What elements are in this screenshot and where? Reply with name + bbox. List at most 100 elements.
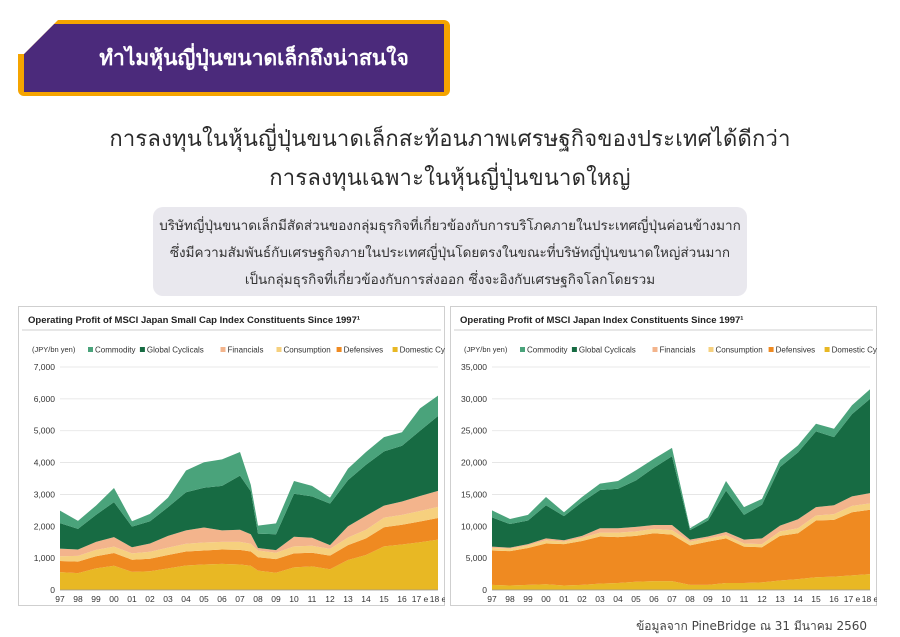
chart0-xtick-label: 15: [379, 594, 389, 604]
banner-title: ทำไมหุ้นญี่ปุ่นขนาดเล็กถึงน่าสนใจ: [99, 45, 409, 70]
chart1-legend-financials: Financials: [660, 346, 696, 355]
chart0-xtick-label: 08: [253, 594, 263, 604]
chart1-xtick-label: 08: [685, 594, 695, 604]
chart1-area-financials: [492, 493, 870, 549]
chart0-xtick-label: 97: [55, 594, 65, 604]
chart1-xtick-label: 97: [487, 594, 497, 604]
chart0-ytick-label: 5,000: [34, 426, 56, 436]
chart0-xtick-label: 04: [181, 594, 191, 604]
large-cap-chart-panel: Operating Profit of MSCI Japan Index Con…: [450, 306, 877, 606]
headline-line-1: การลงทุนในหุ้นญี่ปุ่นขนาดเล็กสะท้อนภาพเศ…: [109, 127, 791, 152]
chart0-area-commodity: [60, 395, 438, 535]
chart0-xtick-label: 10: [289, 594, 299, 604]
chart0-xtick-label: 13: [343, 594, 353, 604]
chart1-legend-consumption: Consumption: [716, 346, 763, 355]
chart0-xtick-label: 16: [397, 594, 407, 604]
chart1-area-defensives: [492, 509, 870, 586]
section-banner: ทำไมหุ้นญี่ปุ่นขนาดเล็กถึงน่าสนใจ: [18, 20, 450, 96]
chart1-area-domestic-cyclicals: [492, 574, 870, 590]
chart0-title: Operating Profit of MSCI Japan Small Cap…: [28, 315, 360, 326]
chart0-xtick-label: 00: [109, 594, 119, 604]
chart1-area-global-cyclicals: [492, 398, 870, 548]
chart0-xtick-label: 12: [325, 594, 335, 604]
chart1-ytick-label: 15,000: [461, 489, 487, 499]
chart0-ytick-label: 1,000: [34, 553, 56, 563]
chart1-xtick-label: 98: [505, 594, 515, 604]
chart1-xtick-label: 09: [703, 594, 713, 604]
chart1-xtick-label: 04: [613, 594, 623, 604]
chart0-xtick-label: 11: [308, 594, 317, 604]
headline-line-2: การลงทุนเฉพาะในหุ้นญี่ปุ่นขนาดใหญ่: [269, 166, 631, 191]
chart0-ytick-label: 0: [50, 585, 55, 595]
chart1-legend-swatch-domestic-cyclicals: [824, 347, 830, 352]
chart1-xtick-label: 18 e: [862, 594, 877, 604]
chart0-legend-global-cyclicals: Global Cyclicals: [147, 346, 204, 355]
chart0-legend-consumption: Consumption: [284, 346, 331, 355]
chart0-ytick-label: 3,000: [34, 489, 56, 499]
banner-shape: [18, 20, 450, 96]
chart1-xtick-label: 11: [740, 594, 749, 604]
source-note: ข้อมูลจาก PineBridge ณ 31 มีนาคม 2560: [636, 619, 867, 633]
chart1-xtick-label: 10: [721, 594, 731, 604]
chart1-xtick-label: 99: [523, 594, 533, 604]
description-line-3: เป็นกลุ่มธุรกิจที่เกี่ยวข้องกับการส่งออก…: [244, 272, 656, 288]
chart0-unit-label: (JPY/bn yen): [32, 345, 76, 354]
chart0-legend-defensives: Defensives: [344, 346, 384, 355]
chart1-legend-domestic-cyclicals: Domestic Cyclicals: [832, 346, 877, 355]
small-cap-chart-panel: Operating Profit of MSCI Japan Small Cap…: [18, 306, 445, 606]
chart0-xtick-label: 05: [199, 594, 209, 604]
chart0-xtick-label: 99: [91, 594, 101, 604]
chart0-xtick-label: 18 e: [430, 594, 445, 604]
chart1-ytick-label: 25,000: [461, 426, 487, 436]
chart0-xtick-label: 02: [145, 594, 155, 604]
chart1-ytick-label: 30,000: [461, 394, 487, 404]
chart0-xtick-label: 01: [127, 594, 137, 604]
chart1-ytick-label: 0: [482, 585, 487, 595]
chart0-ytick-label: 4,000: [34, 458, 56, 468]
chart1-xtick-label: 07: [667, 594, 677, 604]
chart1-xtick-label: 02: [577, 594, 587, 604]
chart0-legend-swatch-consumption: [276, 347, 282, 352]
chart1-area-commodity: [492, 389, 870, 531]
chart0-xtick-label: 09: [271, 594, 281, 604]
chart1-xtick-label: 14: [793, 594, 803, 604]
chart1-ytick-label: 35,000: [461, 362, 487, 372]
chart1-ytick-label: 20,000: [461, 458, 487, 468]
chart0-xtick-label: 06: [217, 594, 227, 604]
chart1-xtick-label: 16: [829, 594, 839, 604]
chart0-xtick-label: 03: [163, 594, 173, 604]
chart0-xtick-label: 17 e: [412, 594, 429, 604]
chart1-legend-swatch-financials: [652, 347, 658, 352]
chart0-legend-financials: Financials: [228, 346, 264, 355]
chart0-ytick-label: 7,000: [34, 362, 56, 372]
chart1-legend-global-cyclicals: Global Cyclicals: [579, 346, 636, 355]
chart0-area-defensives: [60, 518, 438, 574]
chart1-legend-commodity: Commodity: [527, 346, 567, 355]
description-box: บริษัทญี่ปุ่นขนาดเล็กมีสัดส่วนของกลุ่มธุ…: [153, 207, 747, 296]
chart1-xtick-label: 01: [559, 594, 569, 604]
chart1-xtick-label: 17 e: [844, 594, 861, 604]
chart1-xtick-label: 00: [541, 594, 551, 604]
chart0-legend-swatch-commodity: [88, 347, 93, 352]
chart0-xtick-label: 14: [361, 594, 371, 604]
chart0-ytick-label: 2,000: [34, 521, 56, 531]
chart0-legend-commodity: Commodity: [95, 346, 135, 355]
chart0-area-consumption: [60, 506, 438, 562]
chart0-ytick-label: 6,000: [34, 394, 56, 404]
chart1-area-consumption: [492, 503, 870, 552]
chart1-xtick-label: 12: [757, 594, 767, 604]
chart1-xtick-label: 13: [775, 594, 785, 604]
chart1-unit-label: (JPY/bn yen): [464, 345, 508, 354]
small-cap-chart: Operating Profit of MSCI Japan Small Cap…: [18, 306, 445, 606]
chart0-legend-swatch-global-cyclicals: [139, 347, 145, 352]
chart0-area-financials: [60, 490, 438, 557]
chart0-area-domestic-cyclicals: [60, 539, 438, 590]
description-line-2: ซึ่งมีความสัมพันธ์กับเศรษฐกิจภายในประเทศ…: [169, 245, 731, 261]
chart1-legend-swatch-defensives: [768, 347, 774, 352]
chart0-legend-swatch-defensives: [336, 347, 342, 352]
description-line-1: บริษัทญี่ปุ่นขนาดเล็กมีสัดส่วนของกลุ่มธุ…: [159, 218, 741, 234]
large-cap-chart: Operating Profit of MSCI Japan Index Con…: [450, 306, 877, 606]
chart0-legend-swatch-domestic-cyclicals: [392, 347, 398, 352]
chart1-ytick-label: 10,000: [461, 521, 487, 531]
chart1-xtick-label: 06: [649, 594, 659, 604]
